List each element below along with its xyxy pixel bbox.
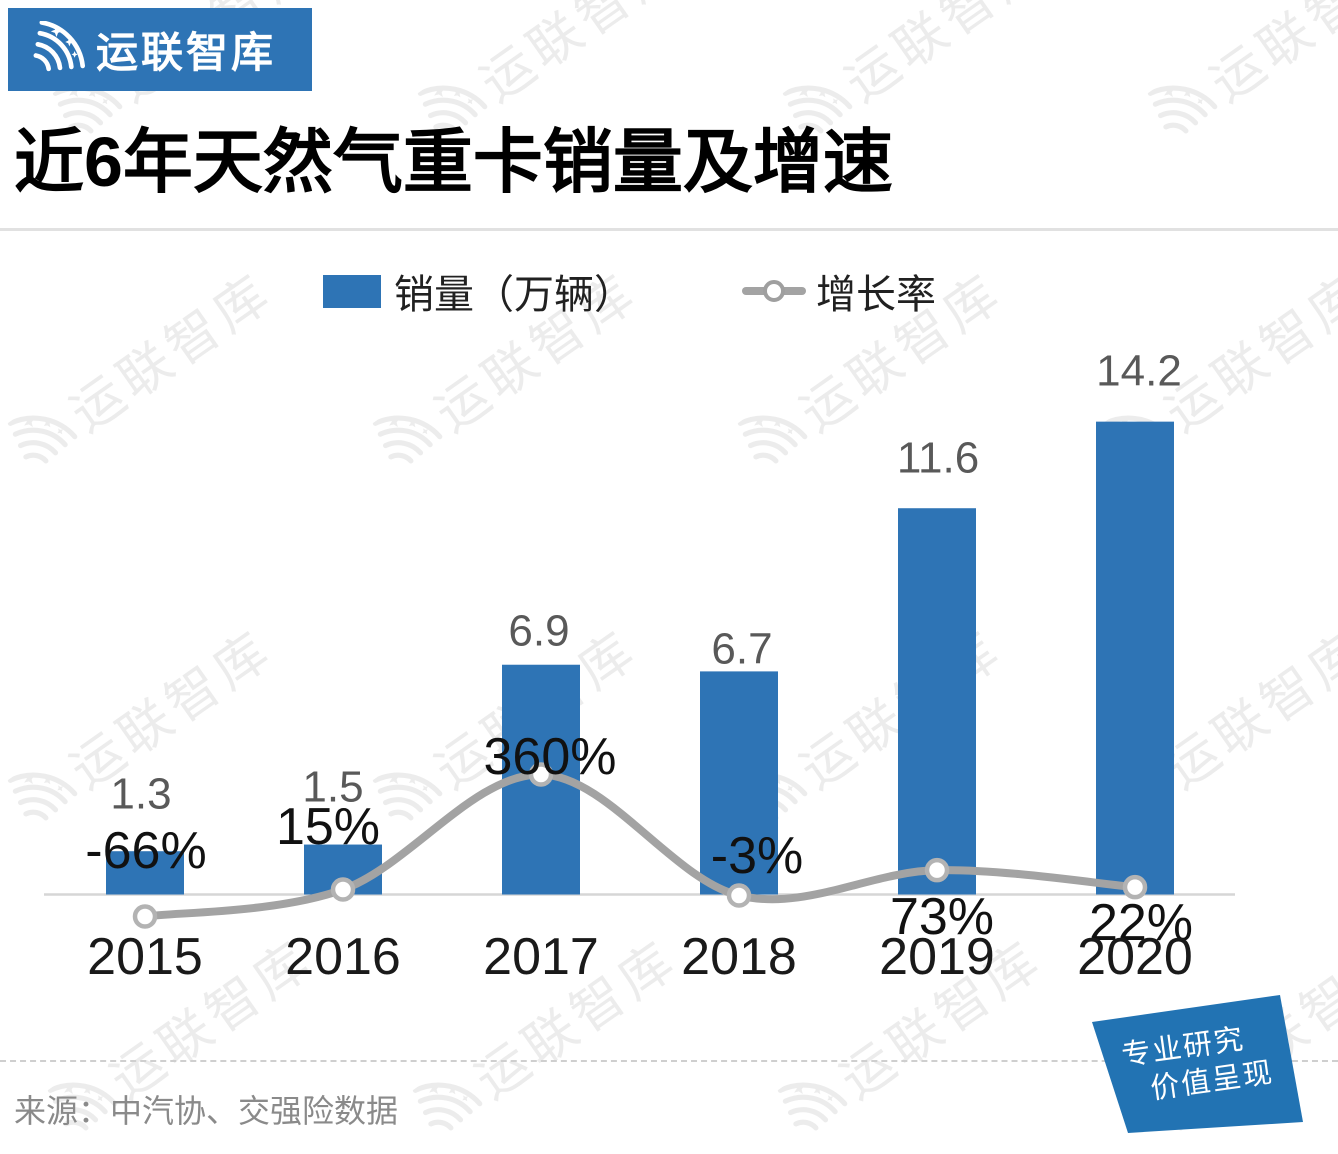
title-divider (0, 228, 1338, 231)
legend-sales-label: 销量（万辆） (394, 273, 634, 317)
watermark-text: 运联智库 (470, 0, 694, 114)
legend-sales-swatch (323, 274, 381, 308)
footer-divider (0, 1060, 1338, 1062)
watermark: 运联智库 (358, 608, 650, 844)
watermark-text: 运联智库 (425, 619, 649, 801)
watermark: 运联智库 (1133, 0, 1338, 157)
stamp-badge: 专业研究 价值呈现 (1092, 995, 1303, 1133)
watermark: 运联智库 (723, 608, 1015, 844)
watermark-text: 运联智库 (835, 0, 1059, 114)
watermark-text: 运联智库 (1155, 619, 1338, 801)
chart-legend: 销量（万辆） 增长率 (323, 262, 936, 320)
watermark-text: 运联智库 (830, 929, 1054, 1111)
page-title: 近6年天然气重卡销量及增速 (14, 123, 893, 201)
brand-logo: 运联智库 (8, 8, 312, 91)
watermark-text: 运联智库 (1155, 262, 1338, 444)
brand-swoosh-icon (28, 21, 86, 79)
watermark-text: 运联智库 (60, 262, 284, 444)
watermark-text: 运联智库 (465, 929, 689, 1111)
watermark: 运联智库 (1088, 608, 1338, 844)
watermark: 运联智库 (1088, 251, 1338, 487)
watermark-text: 运联智库 (100, 929, 324, 1111)
watermark: 运联智库 (0, 608, 286, 844)
source-note: 来源：中汽协、交强险数据 (14, 1093, 399, 1129)
legend-growth-label: 增长率 (816, 273, 936, 317)
watermark: 运联智库 (763, 918, 1055, 1154)
brand-name: 运联智库 (96, 29, 277, 76)
watermark-text: 运联智库 (1200, 0, 1338, 114)
watermark: 运联智库 (398, 918, 690, 1154)
watermark-text: 运联智库 (790, 619, 1014, 801)
watermark-text: 运联智库 (60, 619, 284, 801)
watermark: 运联智库 (0, 251, 286, 487)
legend-growth-marker-icon (742, 287, 806, 295)
